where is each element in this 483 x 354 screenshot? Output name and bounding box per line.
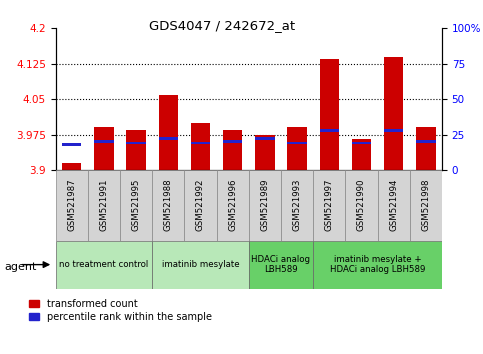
Text: imatinib mesylate +
HDACi analog LBH589: imatinib mesylate + HDACi analog LBH589 (330, 255, 425, 274)
Bar (313, 170, 345, 241)
Text: GSM521988: GSM521988 (164, 178, 173, 231)
Text: GDS4047 / 242672_at: GDS4047 / 242672_at (149, 19, 295, 33)
Text: GSM521992: GSM521992 (196, 178, 205, 231)
Text: GSM521998: GSM521998 (421, 178, 430, 231)
Bar (158, 137, 178, 140)
Text: GSM521993: GSM521993 (293, 178, 301, 231)
Bar (152, 170, 185, 241)
Text: GSM521989: GSM521989 (260, 178, 270, 231)
Bar (352, 142, 371, 144)
Bar (127, 142, 146, 144)
Text: GSM521994: GSM521994 (389, 178, 398, 231)
Text: HDACi analog
LBH589: HDACi analog LBH589 (252, 255, 311, 274)
Bar (158, 95, 178, 170)
Bar (223, 130, 242, 170)
Bar (313, 241, 442, 289)
Bar (88, 170, 120, 241)
Bar (249, 170, 281, 241)
Bar (62, 163, 81, 170)
Bar (384, 57, 403, 170)
Text: GSM521991: GSM521991 (99, 178, 108, 231)
Text: agent: agent (5, 262, 37, 272)
Bar (249, 241, 313, 289)
Text: GSM521995: GSM521995 (131, 178, 141, 231)
Bar (191, 123, 210, 170)
Bar (410, 170, 442, 241)
Bar (56, 170, 88, 241)
Bar (255, 137, 274, 140)
Bar (223, 140, 242, 143)
Text: GSM521990: GSM521990 (357, 178, 366, 231)
Bar (352, 139, 371, 170)
Bar (281, 170, 313, 241)
Text: GSM521987: GSM521987 (67, 178, 76, 231)
Bar (216, 170, 249, 241)
Bar (191, 142, 210, 144)
Bar (56, 241, 152, 289)
Bar (185, 170, 216, 241)
Text: imatinib mesylate: imatinib mesylate (162, 260, 239, 269)
Bar (94, 140, 114, 143)
Bar (320, 59, 339, 170)
Text: GSM521997: GSM521997 (325, 178, 334, 231)
Legend: transformed count, percentile rank within the sample: transformed count, percentile rank withi… (29, 299, 212, 321)
Bar (345, 170, 378, 241)
Bar (416, 140, 436, 143)
Bar (255, 135, 274, 170)
Text: GSM521996: GSM521996 (228, 178, 237, 231)
Text: no treatment control: no treatment control (59, 260, 148, 269)
Bar (287, 142, 307, 144)
Bar (378, 170, 410, 241)
Bar (384, 129, 403, 132)
Bar (320, 129, 339, 132)
Bar (120, 170, 152, 241)
Bar (287, 127, 307, 170)
Bar (416, 127, 436, 170)
Bar (127, 130, 146, 170)
Bar (152, 241, 249, 289)
Bar (94, 127, 114, 170)
Bar (62, 143, 81, 146)
